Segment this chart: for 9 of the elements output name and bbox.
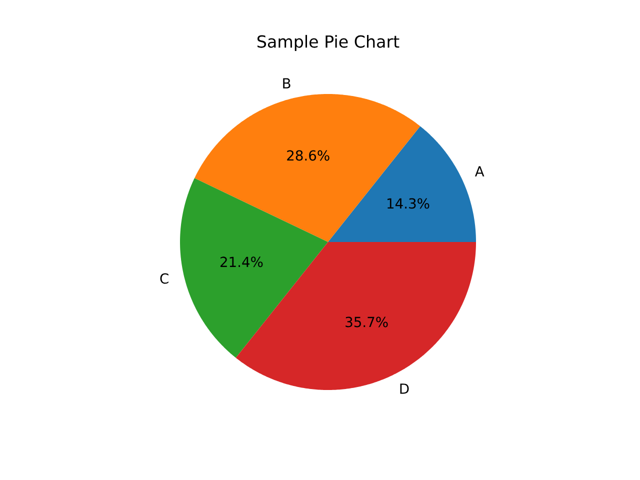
data-label: 21.4% [220,256,263,268]
slice-label: D [400,384,409,394]
chart-title: Sample Pie Chart [257,34,400,52]
data-label: 28.6% [287,150,330,161]
data-label: 35.7% [346,316,388,328]
slice-label: B [283,78,290,88]
data-label: 14.3% [388,198,430,209]
slice-label: C [160,273,168,284]
slice-label: A [474,166,484,176]
